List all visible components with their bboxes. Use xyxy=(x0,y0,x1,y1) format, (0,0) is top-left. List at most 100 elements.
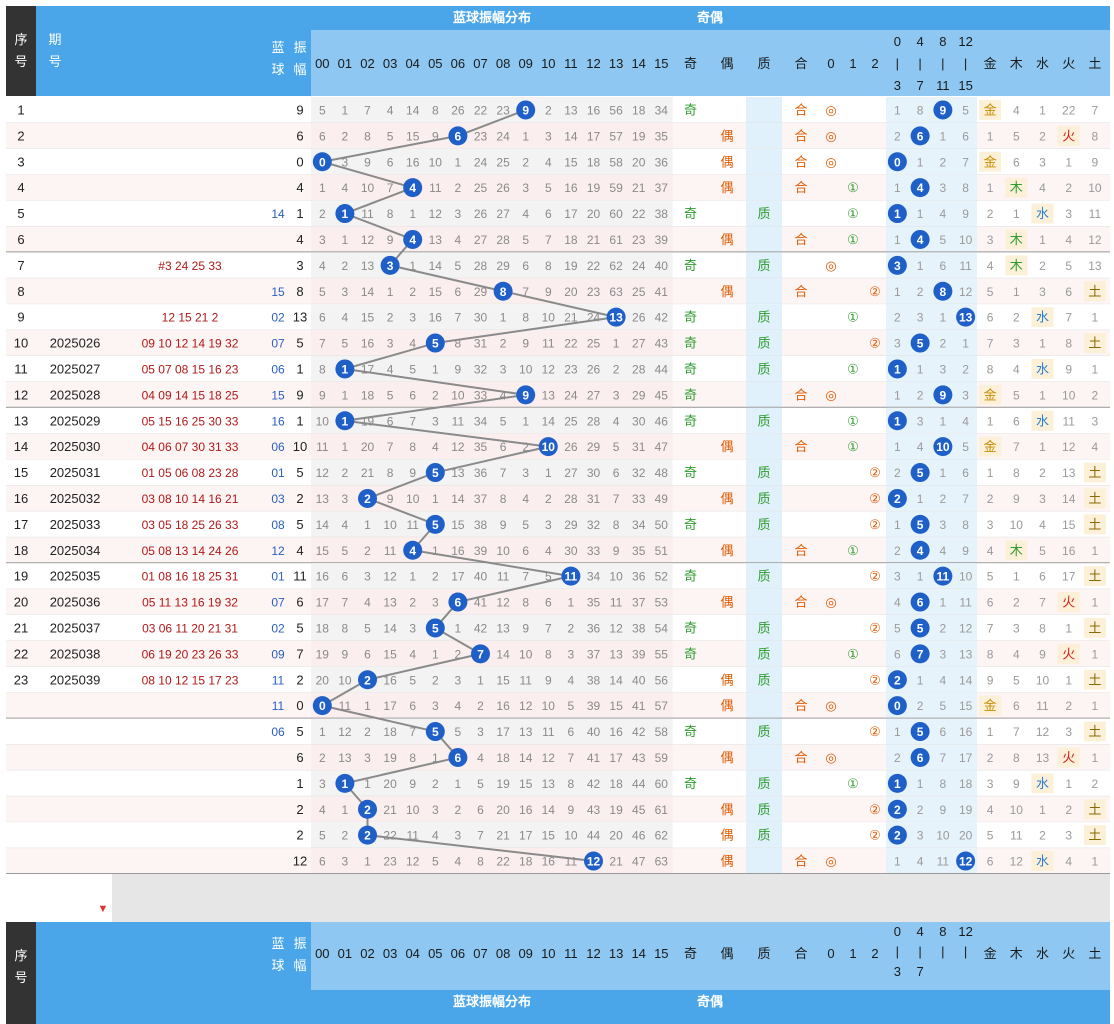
trend-segment xyxy=(457,575,572,604)
wx-miss-cell: 2 xyxy=(1013,311,1020,325)
wx-mark: 金 xyxy=(984,154,997,169)
range-cells-bg xyxy=(886,718,977,745)
amp-miss-cell: 1 xyxy=(364,855,371,869)
amp-miss-cell: 15 xyxy=(316,544,330,558)
red-numbers-cell: 03 06 11 20 21 31 xyxy=(142,621,238,635)
amp-miss-cell: 6 xyxy=(319,129,326,143)
amp-miss-cell: 3 xyxy=(342,285,349,299)
amp-miss-cell: 7 xyxy=(522,570,529,584)
amp-miss-cell: 5 xyxy=(342,544,349,558)
amp-miss-cell: 8 xyxy=(522,596,529,610)
blue-number-cell: 08 xyxy=(271,518,285,532)
amp-miss-cell: 12 xyxy=(338,725,352,739)
issue-cell: 2025036 xyxy=(50,595,101,610)
range-miss-cell: 4 xyxy=(940,673,947,687)
amp-ball-label: 0 xyxy=(319,155,326,169)
range-miss-cell: 2 xyxy=(917,699,924,713)
amp-miss-cell: 32 xyxy=(632,466,646,480)
wx-mark: 木 xyxy=(1010,180,1023,195)
footer-amp-col-header: 09 xyxy=(518,946,532,961)
amplitude-cell: 6 xyxy=(296,595,303,610)
amp-miss-cell: 1 xyxy=(364,699,371,713)
amp-miss-cell: 10 xyxy=(361,181,375,195)
footer-even-header: 偶 xyxy=(720,946,733,961)
odd-mark: 奇 xyxy=(684,336,697,351)
amp-miss-cell: 12 xyxy=(451,440,465,454)
prime-mark: 质 xyxy=(757,776,770,791)
amp-miss-cell: 8 xyxy=(342,621,349,635)
amp-miss-cell: 38 xyxy=(474,518,488,532)
amp-miss-cell: 26 xyxy=(564,440,578,454)
wx-miss-cell: 7 xyxy=(987,337,994,351)
amp-ball xyxy=(561,566,581,586)
wx-mark: 水 xyxy=(1036,206,1049,221)
issue-header-char: 期 xyxy=(48,32,61,47)
composite-mark: 合 xyxy=(794,180,807,195)
amp-miss-cell: 3 xyxy=(432,596,439,610)
range-miss-cell: 5 xyxy=(962,440,969,454)
amp-col-header: 14 xyxy=(631,56,645,71)
composite-mark: 合 xyxy=(794,387,807,402)
prime-col-bg xyxy=(746,485,782,512)
range-miss-cell: 11 xyxy=(937,855,950,869)
issue-cell: 2025030 xyxy=(50,439,101,454)
amp-cells-bg xyxy=(311,459,673,486)
issue-cell: 2025033 xyxy=(50,517,101,532)
amp-miss-cell: 10 xyxy=(406,492,420,506)
amplitude-cell: 12 xyxy=(293,854,307,869)
amp-miss-cell: 34 xyxy=(474,414,488,428)
seq-cell: 2 xyxy=(17,128,24,143)
composite-mark: 合 xyxy=(794,439,807,454)
amp-ball-label: 2 xyxy=(364,829,371,843)
amp-miss-cell: 2 xyxy=(432,777,439,791)
amp-miss-cell: 18 xyxy=(383,725,397,739)
amp-miss-cell: 4 xyxy=(409,647,416,661)
amp-ball xyxy=(380,255,400,275)
wx-miss-cell: 1 xyxy=(1039,388,1046,402)
amp-miss-cell: 1 xyxy=(522,129,529,143)
amp-miss-cell: 23 xyxy=(632,233,646,247)
wx-miss-cell: 6 xyxy=(1039,570,1046,584)
range-miss-cell: 16 xyxy=(959,725,973,739)
amp-cells-bg xyxy=(311,381,673,408)
wx-hit-bg xyxy=(1083,799,1106,820)
range-miss-cell: 19 xyxy=(959,803,973,817)
range-ball xyxy=(910,178,930,198)
amp-miss-cell: 8 xyxy=(319,362,326,376)
range-miss-cell: 7 xyxy=(962,492,969,506)
amp-miss-cell: 63 xyxy=(655,855,669,869)
footer-amp-col-header: 01 xyxy=(338,946,352,961)
amp-miss-cell: 4 xyxy=(432,829,439,843)
wx-miss-cell: 4 xyxy=(1039,518,1046,532)
range-ball-label: 6 xyxy=(917,751,924,765)
amp-miss-cell: 8 xyxy=(568,777,575,791)
range-ball-label: 11 xyxy=(937,570,950,584)
amp-miss-cell: 10 xyxy=(429,155,443,169)
wx-miss-cell: 8 xyxy=(987,362,994,376)
mod-mark: ◎ xyxy=(825,854,836,869)
prime-col-bg xyxy=(746,615,782,641)
issue-header-bg xyxy=(36,6,114,96)
mod-mark: ② xyxy=(869,569,881,584)
range-ball-label: 2 xyxy=(894,492,901,506)
range-miss-cell: 1 xyxy=(894,233,901,247)
amp-miss-cell: 19 xyxy=(587,181,601,195)
amp-miss-cell: 5 xyxy=(500,414,507,428)
amp-miss-cell: 20 xyxy=(496,803,510,817)
prime-col-bg xyxy=(746,278,782,305)
range-miss-cell: 1 xyxy=(917,492,924,506)
wx-hit-bg xyxy=(1057,592,1080,612)
amplitude-cell: 1 xyxy=(296,413,303,428)
wx-miss-cell: 1 xyxy=(987,181,994,195)
mod-mark: ① xyxy=(847,310,859,325)
amplitude-cell: 0 xyxy=(296,154,303,169)
wx-mark: 木 xyxy=(1010,543,1023,558)
wx-miss-cell: 4 xyxy=(987,259,994,273)
wx-header-bg xyxy=(977,30,1110,96)
wx-miss-cell: 4 xyxy=(1065,233,1072,247)
amp-miss-cell: 4 xyxy=(342,518,349,532)
composite-mark: 合 xyxy=(794,284,807,299)
amp-miss-cell: 36 xyxy=(632,570,646,584)
amp-miss-cell: 5 xyxy=(387,388,394,402)
blue-header-char: 蓝 xyxy=(271,40,284,55)
